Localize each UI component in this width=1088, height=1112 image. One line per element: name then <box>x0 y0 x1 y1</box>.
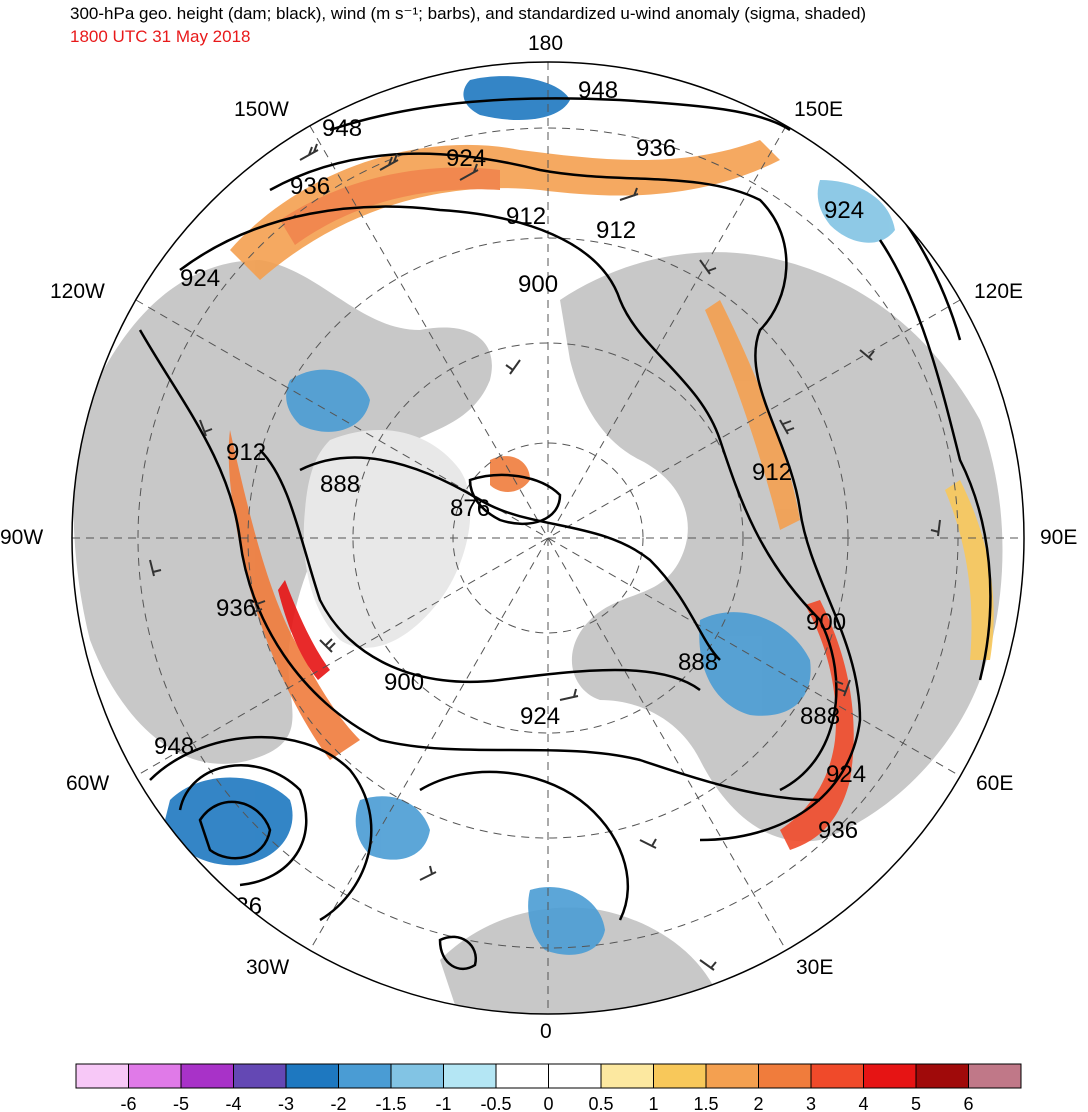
contour-label: 924 <box>826 761 866 788</box>
lon-label-150e: 150E <box>794 98 844 121</box>
figure-title: 300-hPa geo. height (dam; black), wind (… <box>70 4 867 23</box>
contour-label: 900 <box>806 609 846 636</box>
graticule <box>72 62 1024 1014</box>
lon-label-60w: 60W <box>66 772 110 795</box>
contour-label: 888 <box>320 471 360 498</box>
contour-label: 900 <box>384 669 424 696</box>
lon-label-30e: 30E <box>796 956 834 979</box>
contour-label: 936 <box>216 595 256 622</box>
contour-label: 936 <box>818 817 858 844</box>
lon-label-120e: 120E <box>974 280 1024 303</box>
anomaly-shading <box>165 76 994 955</box>
contour-label: 936 <box>636 135 676 162</box>
lon-label-90w: 90W <box>0 526 44 549</box>
lon-label-30w: 30W <box>246 956 290 979</box>
lon-label-150w: 150W <box>234 98 289 121</box>
contour-label: 912 <box>596 217 636 244</box>
contour-label: 924 <box>446 145 486 172</box>
lon-label-90e: 90E <box>1040 526 1078 549</box>
lon-label-0: 0 <box>540 1020 552 1043</box>
contour-label: 912 <box>226 439 266 466</box>
contour-label: 900 <box>518 271 558 298</box>
contour-label: 948 <box>322 115 362 142</box>
valid-time: 1800 UTC 31 May 2018 <box>70 27 251 46</box>
contour-label: 924 <box>520 703 560 730</box>
contour-labels: 948 936 924 912 900 888 876 948 936 924 … <box>154 77 866 920</box>
lon-label-120w: 120W <box>50 280 105 303</box>
contour-label: 912 <box>752 459 792 486</box>
contour-label: 912 <box>506 203 546 230</box>
wind-barbs <box>149 143 941 971</box>
contour-label: 936 <box>222 893 262 920</box>
height-contours <box>138 97 992 971</box>
lon-label-180: 180 <box>528 32 564 55</box>
contour-label: 948 <box>578 77 618 104</box>
land <box>73 252 1003 1014</box>
contour-label: 936 <box>290 173 330 200</box>
map-border <box>71 61 1025 1015</box>
contour-label: 924 <box>824 197 864 224</box>
contour-label: 876 <box>450 495 490 522</box>
contour-label: 888 <box>678 649 718 676</box>
contour-label: 924 <box>180 265 220 292</box>
contour-label: 888 <box>800 703 840 730</box>
lon-label-60e: 60E <box>976 772 1014 795</box>
contour-label: 948 <box>154 733 194 760</box>
